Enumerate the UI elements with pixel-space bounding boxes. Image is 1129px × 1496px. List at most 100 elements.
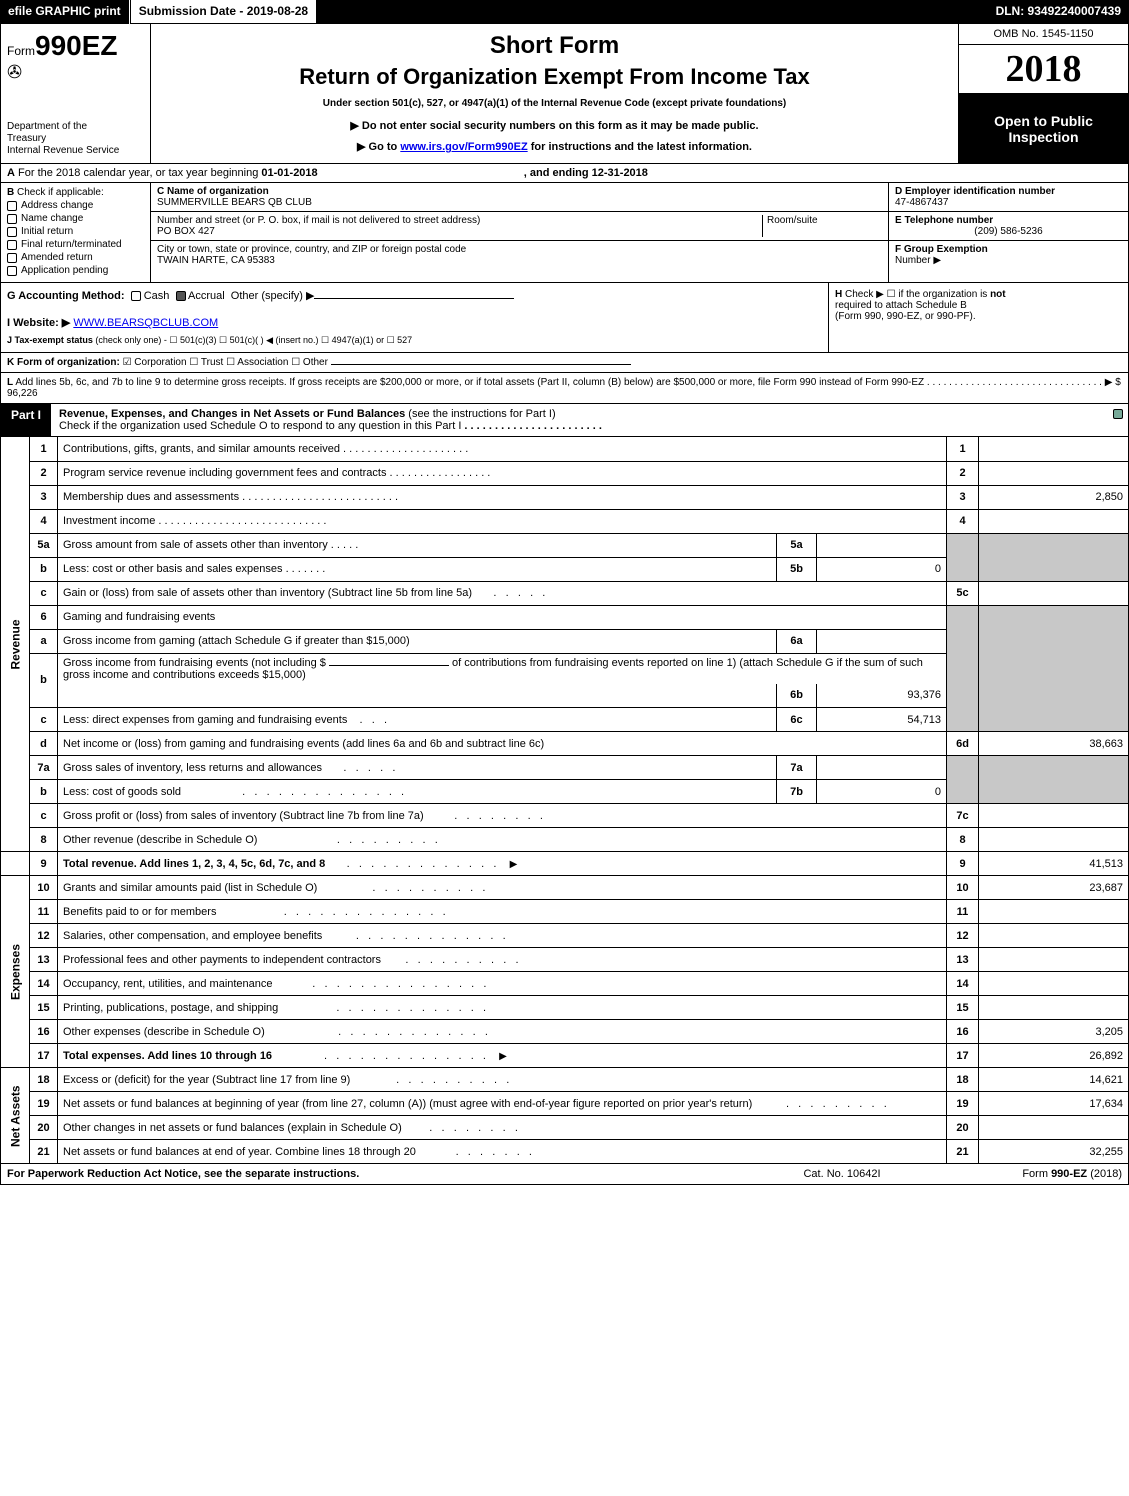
- form-header: Form990EZ ✇ Department of the Treasury I…: [0, 24, 1129, 164]
- line-6b-value: 93,376: [817, 684, 947, 708]
- line-7a-value: [817, 756, 947, 780]
- line-9-value: 41,513: [979, 852, 1129, 876]
- irs-link[interactable]: www.irs.gov/Form990EZ: [400, 141, 527, 153]
- org-name-label: C Name of organization: [157, 186, 269, 197]
- form-version: Form 990-EZ (2018): [942, 1168, 1122, 1180]
- line-3-value: 2,850: [979, 485, 1129, 509]
- accounting-method-label: G Accounting Method:: [7, 290, 125, 302]
- section-b: B Check if applicable: Address change Na…: [1, 183, 151, 282]
- group-exemption-number: Number ▶: [895, 255, 1122, 266]
- line-20-value: [979, 1116, 1129, 1140]
- line-7b-value: 0: [817, 780, 947, 804]
- line-8-value: [979, 828, 1129, 852]
- section-def: D Employer identification number 47-4867…: [888, 183, 1128, 282]
- line-21-desc: Net assets or fund balances at end of ye…: [63, 1146, 416, 1158]
- line-11-desc: Benefits paid to or for members: [63, 906, 216, 918]
- line-19-desc: Net assets or fund balances at beginning…: [63, 1098, 752, 1110]
- open-to-public: Open to Public Inspection: [959, 94, 1128, 163]
- entity-block: B Check if applicable: Address change Na…: [0, 183, 1129, 283]
- street-label: Number and street (or P. O. box, if mail…: [157, 215, 762, 226]
- financial-table: Revenue 1 Contributions, gifts, grants, …: [0, 437, 1129, 1164]
- line-16-value: 3,205: [979, 1020, 1129, 1044]
- line-10-desc: Grants and similar amounts paid (list in…: [63, 882, 317, 894]
- line-3-desc: Membership dues and assessments: [63, 491, 239, 503]
- catalog-number: Cat. No. 10642I: [742, 1168, 942, 1180]
- instruction-2: ▶ Go to www.irs.gov/Form990EZ for instru…: [161, 140, 948, 153]
- line-7b-desc: Less: cost of goods sold: [63, 786, 181, 798]
- website-link[interactable]: WWW.BEARSQBCLUB.COM: [73, 317, 218, 329]
- line-6-desc: Gaming and fundraising events: [58, 605, 947, 629]
- omb-number: OMB No. 1545-1150: [959, 24, 1128, 45]
- check-amended-return[interactable]: Amended return: [7, 252, 144, 263]
- check-cash[interactable]: [131, 291, 141, 301]
- ein-label: D Employer identification number: [895, 186, 1055, 197]
- line-20-desc: Other changes in net assets or fund bala…: [63, 1122, 402, 1134]
- form-prefix: Form: [7, 44, 35, 58]
- line-18-desc: Excess or (deficit) for the year (Subtra…: [63, 1074, 350, 1086]
- line-4-value: [979, 509, 1129, 533]
- short-form-title: Short Form: [161, 32, 948, 60]
- header-right: OMB No. 1545-1150 2018 Open to Public In…: [958, 24, 1128, 163]
- line-12-value: [979, 924, 1129, 948]
- check-address-change[interactable]: Address change: [7, 200, 144, 211]
- line-7c-desc: Gross profit or (loss) from sales of inv…: [63, 810, 424, 822]
- part-1-label: Part I: [1, 404, 51, 436]
- line-10-value: 23,687: [979, 876, 1129, 900]
- line-17-desc: Total expenses. Add lines 10 through 16: [63, 1050, 272, 1062]
- part-1-check-text: Check if the organization used Schedule …: [59, 420, 461, 432]
- check-final-return[interactable]: Final return/terminated: [7, 239, 144, 250]
- line-21-value: 32,255: [979, 1140, 1129, 1164]
- line-14-desc: Occupancy, rent, utilities, and maintena…: [63, 978, 273, 990]
- line-a: A For the 2018 calendar year, or tax yea…: [0, 164, 1129, 183]
- gross-receipts: 96,226: [7, 388, 38, 399]
- line-l: L Add lines 5b, 6c, and 7b to line 9 to …: [0, 373, 1129, 404]
- org-name: SUMMERVILLE BEARS QB CLUB: [157, 197, 882, 208]
- line-1-value: [979, 437, 1129, 461]
- line-5a-desc: Gross amount from sale of assets other t…: [63, 539, 328, 551]
- eagle-icon: ✇: [7, 62, 144, 83]
- page-footer: For Paperwork Reduction Act Notice, see …: [0, 1164, 1129, 1185]
- subtitle: Under section 501(c), 527, or 4947(a)(1)…: [161, 98, 948, 109]
- section-h: H Check ▶ ☐ if the organization is not r…: [828, 283, 1128, 352]
- tax-year: 2018: [959, 45, 1128, 94]
- top-bar: efile GRAPHIC print Submission Date - 20…: [0, 0, 1129, 24]
- line-1-desc: Contributions, gifts, grants, and simila…: [63, 443, 340, 455]
- ein-value: 47-4867437: [895, 197, 1122, 208]
- header-middle: Short Form Return of Organization Exempt…: [151, 24, 958, 163]
- line-19-value: 17,634: [979, 1092, 1129, 1116]
- line-9-desc: Total revenue. Add lines 1, 2, 3, 4, 5c,…: [63, 858, 325, 870]
- submission-date: Submission Date - 2019-08-28: [130, 0, 317, 24]
- tax-exempt-label: J Tax-exempt status: [7, 335, 93, 345]
- street-value: PO BOX 427: [157, 226, 762, 237]
- line-6d-value: 38,663: [979, 732, 1129, 756]
- sidecat-netassets: Net Assets: [1, 1068, 30, 1164]
- sidecat-expenses: Expenses: [1, 876, 30, 1068]
- section-gh: G Accounting Method: Cash Accrual Other …: [0, 283, 1129, 353]
- tax-exempt-options: (check only one) - ☐ 501(c)(3) ☐ 501(c)(…: [95, 335, 412, 345]
- line-6a-desc: Gross income from gaming (attach Schedul…: [63, 635, 410, 647]
- line-13-desc: Professional fees and other payments to …: [63, 954, 381, 966]
- line-6c-desc: Less: direct expenses from gaming and fu…: [63, 714, 347, 726]
- check-application-pending[interactable]: Application pending: [7, 265, 144, 276]
- check-initial-return[interactable]: Initial return: [7, 226, 144, 237]
- paperwork-notice: For Paperwork Reduction Act Notice, see …: [7, 1168, 742, 1180]
- room-suite-label: Room/suite: [762, 215, 882, 237]
- line-13-value: [979, 948, 1129, 972]
- website-label: I Website: ▶: [7, 317, 70, 329]
- line-5c-desc: Gain or (loss) from sale of assets other…: [63, 587, 472, 599]
- part-1-schedule-o-check[interactable]: [1113, 409, 1123, 419]
- efile-label: efile GRAPHIC print: [0, 0, 130, 24]
- department-label: Department of the Treasury Internal Reve…: [7, 121, 144, 157]
- line-17-value: 26,892: [979, 1044, 1129, 1068]
- check-name-change[interactable]: Name change: [7, 213, 144, 224]
- line-5c-value: [979, 581, 1129, 605]
- form-number: Form990EZ ✇: [7, 30, 144, 83]
- line-6c-value: 54,713: [817, 708, 947, 732]
- line-14-value: [979, 972, 1129, 996]
- line-4-desc: Investment income: [63, 515, 155, 527]
- part-1-header: Part I Revenue, Expenses, and Changes in…: [0, 404, 1129, 437]
- phone-label: E Telephone number: [895, 215, 993, 226]
- line-5b-desc: Less: cost or other basis and sales expe…: [63, 563, 283, 575]
- section-c: C Name of organization SUMMERVILLE BEARS…: [151, 183, 888, 282]
- check-accrual[interactable]: [176, 291, 186, 301]
